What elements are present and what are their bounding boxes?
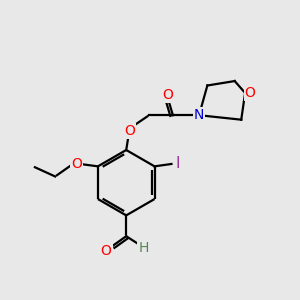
Text: O: O bbox=[100, 244, 111, 258]
Text: O: O bbox=[71, 157, 82, 171]
Text: O: O bbox=[245, 86, 256, 100]
Text: O: O bbox=[162, 88, 173, 102]
Text: H: H bbox=[138, 241, 148, 255]
Text: I: I bbox=[175, 157, 180, 172]
Text: O: O bbox=[124, 124, 135, 138]
Text: N: N bbox=[194, 108, 204, 122]
